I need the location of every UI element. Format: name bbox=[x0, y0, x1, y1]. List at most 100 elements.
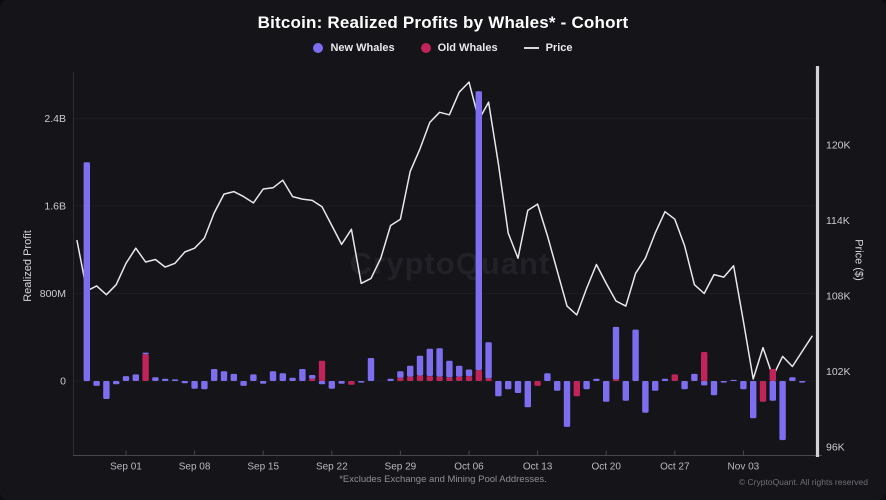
bar-new-whales[interactable] bbox=[93, 381, 100, 386]
bar-old-whales[interactable] bbox=[142, 354, 149, 381]
bar-new-whales[interactable] bbox=[230, 373, 237, 381]
bar-new-whales[interactable] bbox=[544, 373, 551, 381]
bar-new-whales[interactable] bbox=[485, 342, 492, 379]
bar-old-whales[interactable] bbox=[769, 369, 776, 381]
bar-new-whales[interactable] bbox=[652, 381, 659, 391]
legend-item-new-whales[interactable]: New Whales bbox=[313, 42, 395, 54]
bar-new-whales[interactable] bbox=[799, 381, 806, 383]
bar-new-whales[interactable] bbox=[642, 381, 649, 413]
bar-old-whales[interactable] bbox=[485, 378, 492, 381]
bar-new-whales[interactable] bbox=[191, 381, 198, 389]
bar-new-whales[interactable] bbox=[583, 381, 590, 390]
bar-new-whales[interactable] bbox=[465, 369, 473, 377]
bar-new-whales[interactable] bbox=[171, 379, 179, 381]
bar-new-whales[interactable] bbox=[387, 378, 394, 381]
bar-new-whales[interactable] bbox=[701, 381, 708, 386]
bar-new-whales[interactable] bbox=[436, 348, 443, 377]
bar-new-whales[interactable] bbox=[622, 381, 629, 401]
bar-new-whales[interactable] bbox=[456, 365, 463, 377]
bar-new-whales[interactable] bbox=[426, 348, 433, 376]
bar-new-whales[interactable] bbox=[720, 381, 727, 383]
bar-new-whales[interactable] bbox=[269, 371, 277, 381]
bar-old-whales[interactable] bbox=[348, 381, 355, 385]
bar-new-whales[interactable] bbox=[181, 381, 188, 384]
bar-new-whales[interactable] bbox=[779, 381, 786, 441]
bar-new-whales[interactable] bbox=[554, 381, 561, 391]
bar-new-whales[interactable] bbox=[710, 381, 718, 396]
copyright: © CryptoQuant. All rights reserved bbox=[738, 477, 868, 487]
bar-new-whales[interactable] bbox=[632, 329, 639, 381]
bar-new-whales[interactable] bbox=[603, 381, 610, 402]
bar-new-whales[interactable] bbox=[83, 162, 90, 382]
bar-new-whales[interactable] bbox=[279, 373, 286, 381]
bar-new-whales[interactable] bbox=[446, 360, 453, 378]
bar-new-whales[interactable] bbox=[524, 381, 531, 408]
bar-new-whales[interactable] bbox=[495, 381, 502, 397]
bar-new-whales[interactable] bbox=[113, 381, 120, 385]
price-line[interactable] bbox=[76, 81, 813, 380]
bar-old-whales[interactable] bbox=[416, 375, 424, 382]
bar-new-whales[interactable] bbox=[328, 381, 335, 389]
bar-new-whales[interactable] bbox=[211, 369, 218, 381]
bar-old-whales[interactable] bbox=[318, 360, 326, 381]
bar-old-whales[interactable] bbox=[436, 376, 443, 381]
bar-new-whales[interactable] bbox=[475, 91, 482, 371]
bar-old-whales[interactable] bbox=[759, 381, 767, 402]
bar-new-whales[interactable] bbox=[789, 377, 796, 381]
bar-old-whales[interactable] bbox=[465, 376, 473, 381]
bar-new-whales[interactable] bbox=[103, 381, 110, 399]
bar-new-whales[interactable] bbox=[318, 381, 326, 385]
x-tick-label: Oct 20 bbox=[591, 462, 621, 473]
bar-new-whales[interactable] bbox=[299, 369, 306, 381]
bar-new-whales[interactable] bbox=[152, 377, 159, 381]
bar-new-whales[interactable] bbox=[240, 381, 247, 386]
bar-old-whales[interactable] bbox=[456, 376, 463, 381]
bar-new-whales[interactable] bbox=[612, 326, 620, 380]
bar-new-whales[interactable] bbox=[367, 358, 375, 381]
bar-new-whales[interactable] bbox=[730, 379, 737, 381]
bar-new-whales[interactable] bbox=[593, 378, 600, 381]
legend-item-old-whales[interactable]: Old Whales bbox=[420, 42, 498, 54]
y-left-tick-label: 1.6B bbox=[44, 201, 66, 213]
bar-new-whales[interactable] bbox=[122, 376, 130, 381]
bar-old-whales[interactable] bbox=[309, 378, 316, 381]
bar-new-whales[interactable] bbox=[750, 381, 757, 419]
bar-new-whales[interactable] bbox=[250, 374, 257, 381]
bar-new-whales[interactable] bbox=[201, 381, 208, 390]
bar-old-whales[interactable] bbox=[397, 377, 404, 381]
bar-new-whales[interactable] bbox=[681, 381, 688, 390]
bar-new-whales[interactable] bbox=[358, 381, 365, 383]
legend-item-price[interactable]: Price bbox=[523, 42, 573, 54]
bar-new-whales[interactable] bbox=[289, 377, 296, 381]
bar-new-whales[interactable] bbox=[563, 381, 571, 427]
bar-new-whales[interactable] bbox=[397, 371, 404, 378]
bar-new-whales[interactable] bbox=[514, 381, 522, 393]
bar-old-whales[interactable] bbox=[671, 374, 678, 381]
bar-new-whales[interactable] bbox=[661, 378, 669, 381]
legend: New Whales Old Whales Price bbox=[0, 40, 886, 56]
bar-new-whales[interactable] bbox=[132, 374, 139, 381]
bar-old-whales[interactable] bbox=[573, 381, 580, 397]
bar-new-whales[interactable] bbox=[260, 381, 267, 384]
bar-new-whales[interactable] bbox=[220, 371, 228, 381]
bar-old-whales[interactable] bbox=[612, 379, 620, 381]
bar-old-whales[interactable] bbox=[701, 352, 708, 381]
bar-old-whales[interactable] bbox=[534, 381, 541, 386]
x-tick-label: Nov 03 bbox=[728, 462, 760, 473]
bar-new-whales[interactable] bbox=[407, 365, 414, 377]
bar-new-whales[interactable] bbox=[142, 352, 149, 355]
bar-new-whales[interactable] bbox=[505, 381, 512, 390]
bar-new-whales[interactable] bbox=[416, 355, 424, 376]
bar-old-whales[interactable] bbox=[446, 377, 453, 381]
bar-new-whales[interactable] bbox=[769, 381, 776, 401]
bar-old-whales[interactable] bbox=[407, 376, 414, 381]
bar-new-whales[interactable] bbox=[740, 381, 747, 390]
bar-new-whales[interactable] bbox=[162, 378, 169, 381]
bar-old-whales[interactable] bbox=[426, 376, 433, 381]
bar-new-whales[interactable] bbox=[338, 381, 345, 384]
bar-new-whales[interactable] bbox=[691, 373, 698, 381]
bar-new-whales[interactable] bbox=[309, 375, 316, 379]
bar-old-whales[interactable] bbox=[475, 370, 482, 381]
